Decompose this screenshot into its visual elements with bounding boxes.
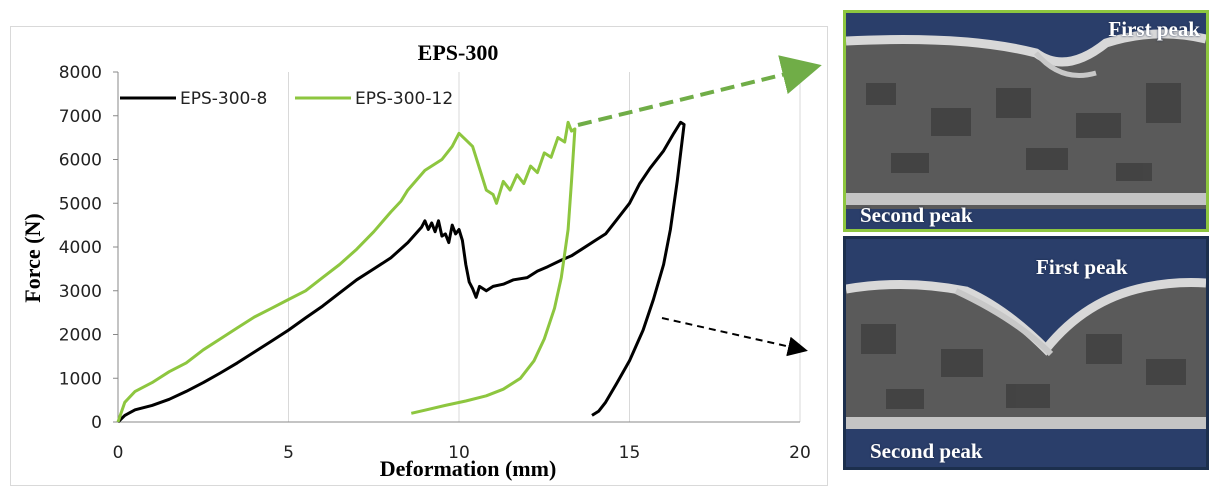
x-tick-label: 0: [113, 443, 124, 463]
y-tick-label: 5000: [59, 194, 102, 214]
y-tick-label: 3000: [59, 282, 102, 302]
second-peak-label: Second peak: [860, 203, 973, 227]
y-tick-label: 2000: [59, 326, 102, 346]
x-tick-label: 10: [448, 443, 470, 463]
chart-title: EPS-300: [418, 40, 499, 65]
second-peak-label: Second peak: [870, 439, 983, 463]
grid-lines: [288, 72, 801, 422]
legend-label-eps-300-12: EPS-300-12: [355, 89, 453, 109]
x-tick-label: 15: [619, 443, 641, 463]
series-line-eps-300-8: [116, 120, 686, 424]
y-tick-label: 6000: [59, 151, 102, 171]
axes: 0 5 10 15 20 0 1000 2000 3000 4000 5000 6000 7000 800…: [59, 63, 811, 463]
y-tick-label: 1000: [59, 369, 102, 389]
y-tick-label: 7000: [59, 107, 102, 127]
legend-label-eps-300-8: EPS-300-8: [180, 89, 267, 109]
specimen-photo-eps-300-12: First peak Second peak: [843, 10, 1209, 232]
legend: EPS-300-8 EPS-300-12: [120, 89, 453, 109]
specimen-photo-eps-300-8: First peak Second peak: [843, 236, 1209, 470]
y-axis-title: Force (N): [20, 213, 45, 302]
x-axis-title: Deformation (mm): [380, 456, 557, 481]
callout-arrow-top: [577, 55, 822, 127]
chart-frame: [10, 26, 828, 486]
x-tick-label: 5: [283, 443, 294, 463]
first-peak-label: First peak: [1108, 17, 1200, 41]
series-line-eps-300-12: [116, 120, 577, 423]
first-peak-label: First peak: [1036, 255, 1128, 279]
x-tick-label: 20: [789, 443, 811, 463]
y-tick-label: 8000: [59, 63, 102, 83]
y-tick-label: 0: [91, 413, 102, 433]
series-layer: [116, 120, 686, 424]
callout-arrow-bottom: [661, 317, 808, 357]
y-tick-label: 4000: [59, 238, 102, 258]
